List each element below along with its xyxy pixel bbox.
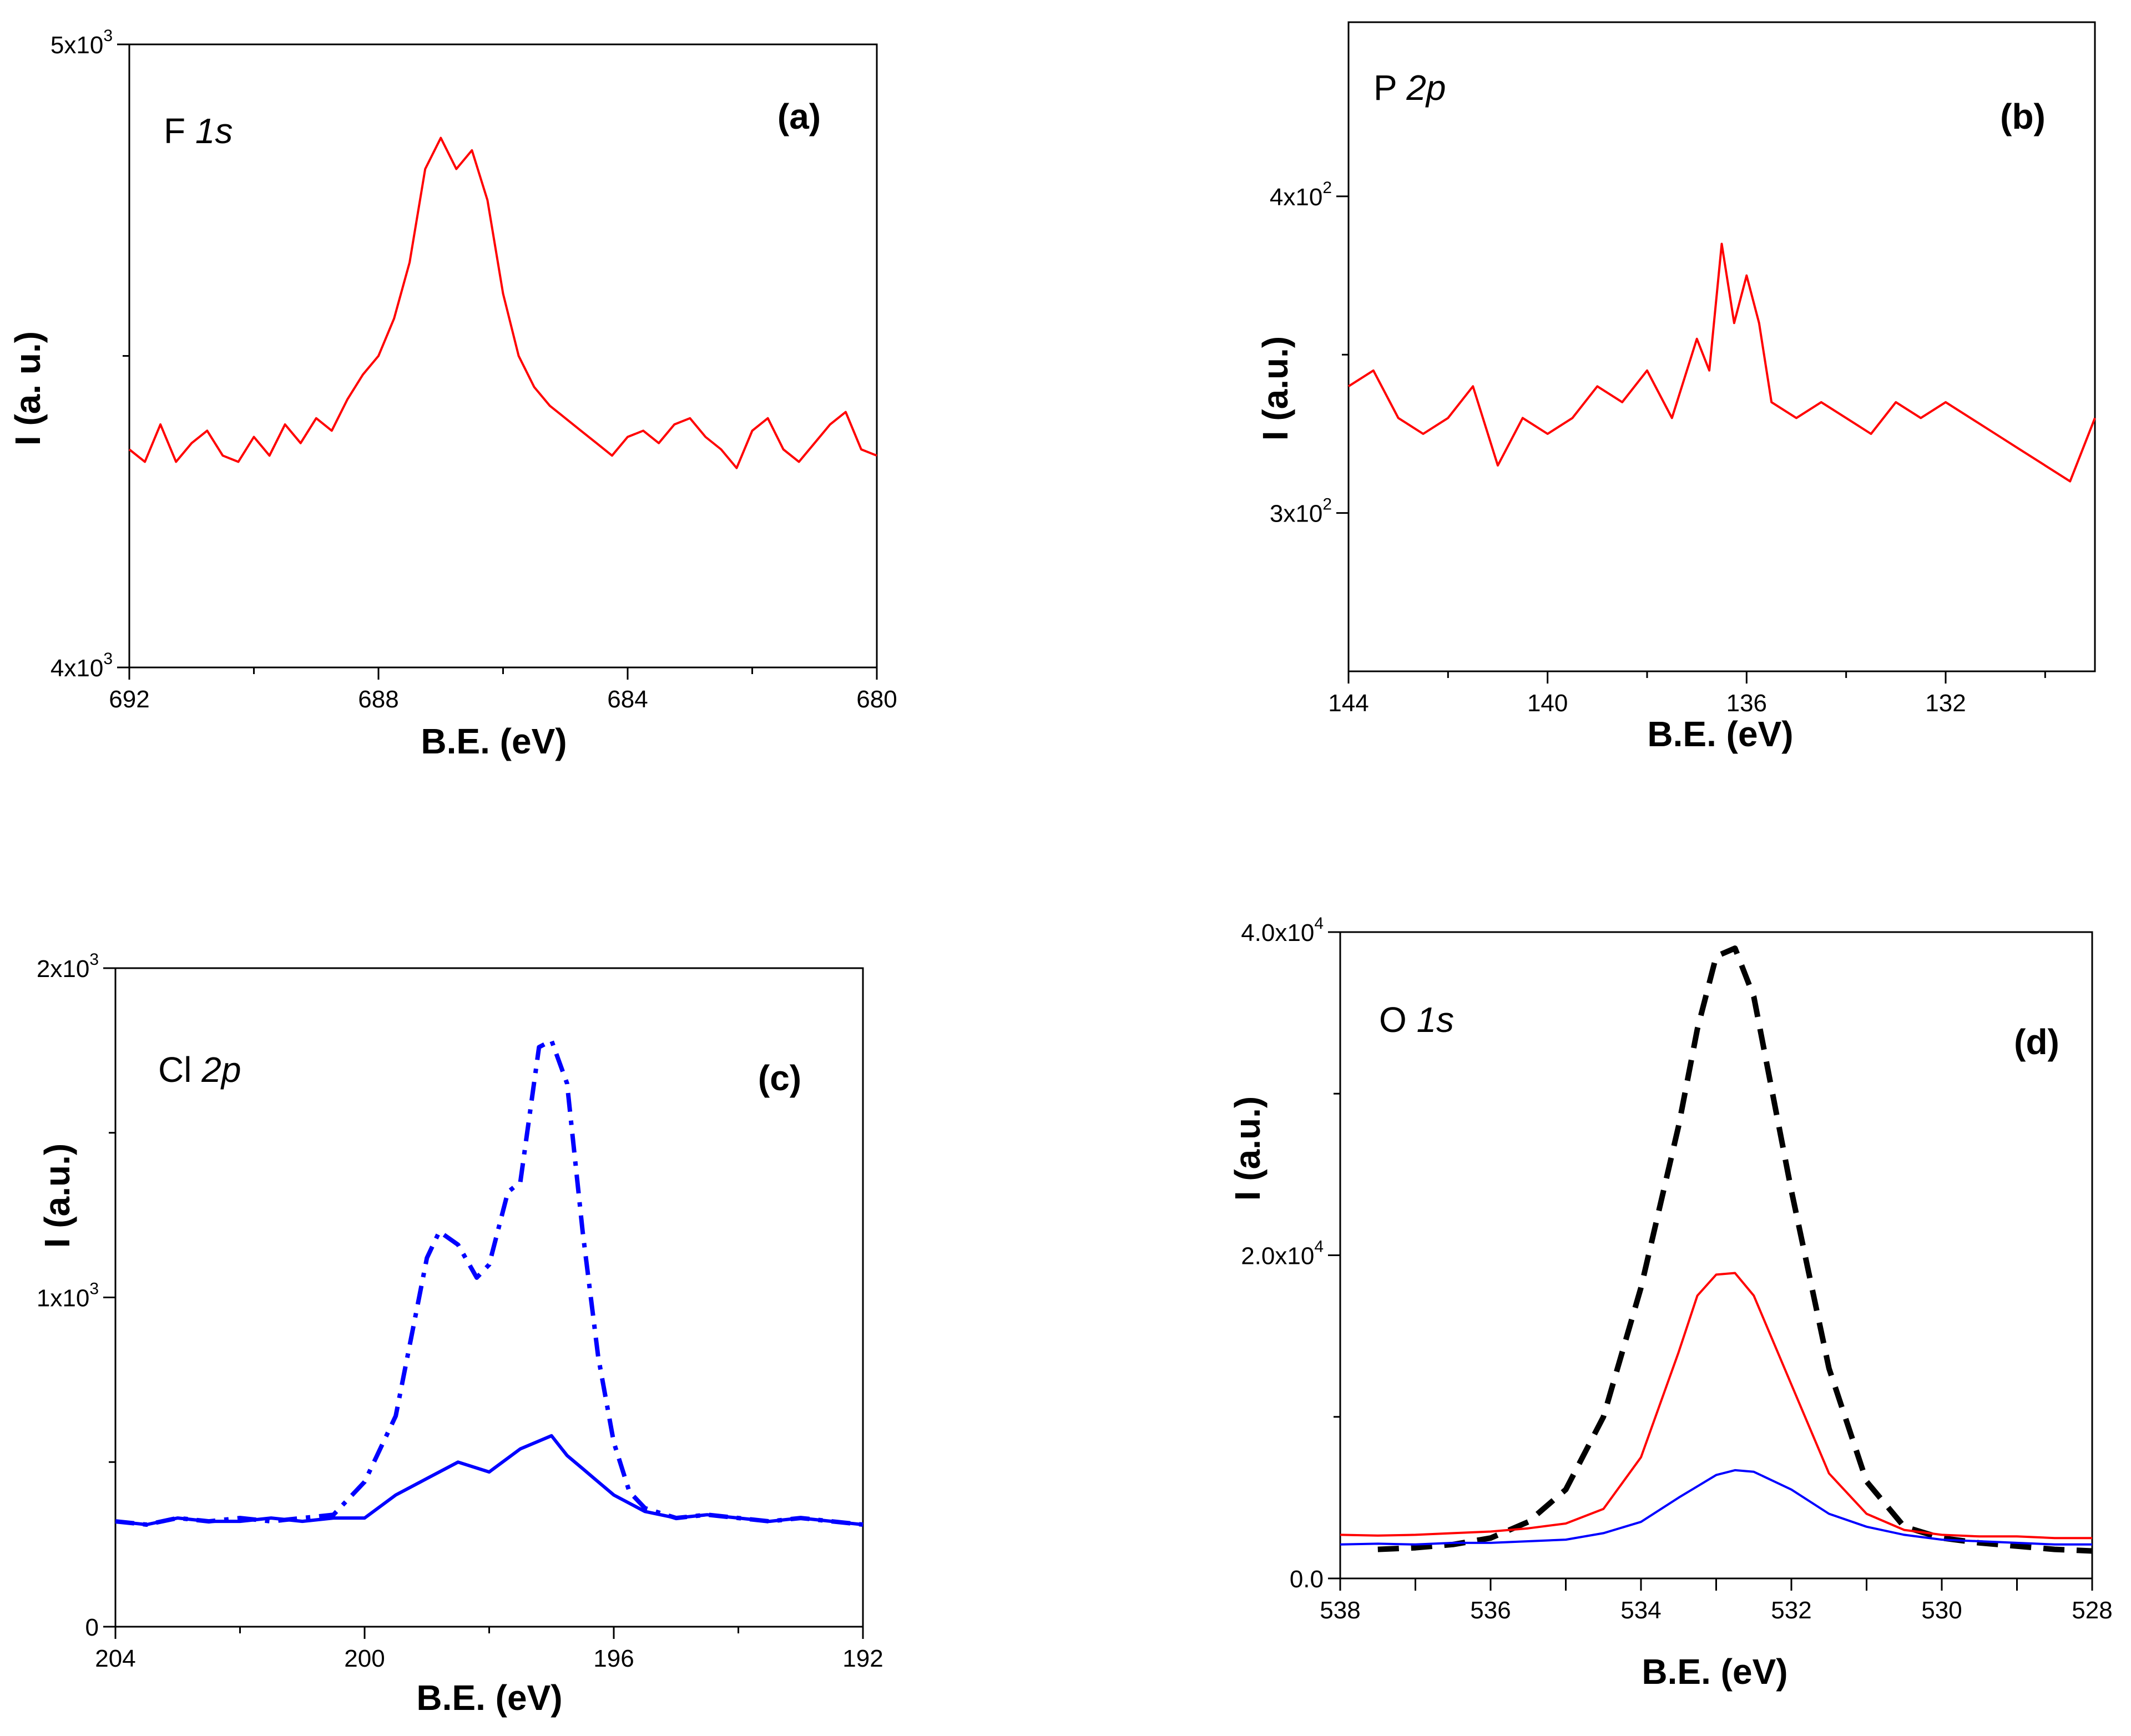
- y-tick-label: 5x103: [51, 27, 113, 59]
- x-axis-title: B.E. (eV): [1647, 714, 1793, 754]
- orbital: 2p: [201, 1050, 241, 1090]
- y-tick-label: 0.0: [1290, 1566, 1324, 1593]
- y-tick-exponent: 2: [1322, 179, 1332, 197]
- x-tick-label: 692: [109, 686, 149, 713]
- y-tick-base: 3x10: [1270, 500, 1322, 528]
- y-tick-exponent: 4: [1314, 1238, 1324, 1256]
- series-line-2: [1340, 1272, 2092, 1540]
- y-tick-base: 1x10: [37, 1285, 89, 1312]
- series-line-1: [128, 136, 877, 469]
- x-tick-label: 532: [1771, 1597, 1811, 1624]
- series-line-3: [1340, 1469, 2092, 1546]
- series-line-2: [115, 1434, 863, 1526]
- y-tick-base: 4x10: [1270, 184, 1322, 211]
- x-tick-label: 536: [1470, 1597, 1511, 1624]
- series-line-1: [1347, 242, 2096, 483]
- y-tick-base: 5x10: [51, 32, 103, 59]
- y-tick-label: 2x103: [37, 950, 99, 983]
- x-axis-title: B.E. (eV): [421, 721, 567, 761]
- y-tick-exponent: 2: [1322, 495, 1332, 514]
- y-tick-exponent: 3: [89, 1280, 99, 1298]
- y-axis-title: I (a. u.): [8, 331, 48, 446]
- panel-tag: (d): [2014, 1022, 2059, 1062]
- element-symbol: P: [1373, 68, 1397, 108]
- x-tick-label: 530: [1921, 1597, 1962, 1624]
- orbital: 1s: [1417, 1000, 1455, 1040]
- y-tick-exponent: 4: [1314, 914, 1324, 933]
- y-axis-title: I (a.u.): [1228, 1096, 1268, 1201]
- y-tick-label: 4x103: [51, 650, 113, 682]
- y-tick-exponent: 3: [103, 27, 113, 45]
- y-tick-base: 0.0: [1290, 1566, 1324, 1593]
- y-axis-title: I (a.u.): [1255, 336, 1295, 441]
- y-tick-exponent: 3: [103, 650, 113, 668]
- y-tick-label: 3x102: [1270, 495, 1332, 528]
- x-tick-label: 196: [593, 1645, 634, 1672]
- element-label: F 1s: [164, 111, 233, 151]
- y-tick-base: 2.0x10: [1241, 1243, 1314, 1270]
- y-tick-label: 4x102: [1270, 179, 1332, 211]
- plot-frame: [1347, 21, 2096, 672]
- x-tick-label: 192: [842, 1645, 883, 1672]
- x-tick-label: 132: [1925, 690, 1966, 717]
- y-tick-label: 1x103: [37, 1280, 99, 1312]
- y-tick-label: 2.0x104: [1241, 1238, 1324, 1270]
- orbital: 2p: [1406, 68, 1446, 108]
- x-tick-label: 144: [1328, 690, 1369, 717]
- element-symbol: Cl: [158, 1050, 191, 1090]
- x-tick-label: 534: [1620, 1597, 1661, 1624]
- x-tick-label: 204: [95, 1645, 135, 1672]
- orbital: 1s: [195, 111, 233, 151]
- element-label: Cl 2p: [158, 1050, 241, 1090]
- y-axis-title: I (a.u.): [37, 1143, 77, 1248]
- x-axis-title: B.E. (eV): [1642, 1652, 1787, 1692]
- x-tick-label: 680: [856, 686, 897, 713]
- panel-tag: (c): [758, 1058, 801, 1098]
- y-tick-base: 4x10: [51, 655, 103, 682]
- x-tick-label: 688: [358, 686, 398, 713]
- y-tick-exponent: 3: [89, 950, 99, 969]
- x-tick-label: 140: [1527, 690, 1568, 717]
- x-tick-label: 136: [1726, 690, 1767, 717]
- x-tick-label: 684: [607, 686, 648, 713]
- element-label: O 1s: [1379, 1000, 1454, 1040]
- x-tick-label: 200: [344, 1645, 385, 1672]
- x-tick-label: 538: [1320, 1597, 1360, 1624]
- y-tick-base: 2x10: [37, 955, 89, 983]
- panel-tag: (a): [777, 97, 821, 136]
- x-axis-title: B.E. (eV): [416, 1678, 562, 1718]
- panel-tag: (b): [2000, 97, 2046, 136]
- y-tick-base: 0: [85, 1614, 99, 1641]
- y-tick-base: 4.0x10: [1241, 919, 1314, 947]
- element-symbol: F: [164, 111, 185, 151]
- x-tick-label: 528: [2072, 1597, 2112, 1624]
- element-label: P 2p: [1373, 68, 1446, 108]
- y-tick-label: 0: [85, 1614, 99, 1641]
- element-symbol: O: [1379, 1000, 1407, 1040]
- y-tick-label: 4.0x104: [1241, 914, 1324, 947]
